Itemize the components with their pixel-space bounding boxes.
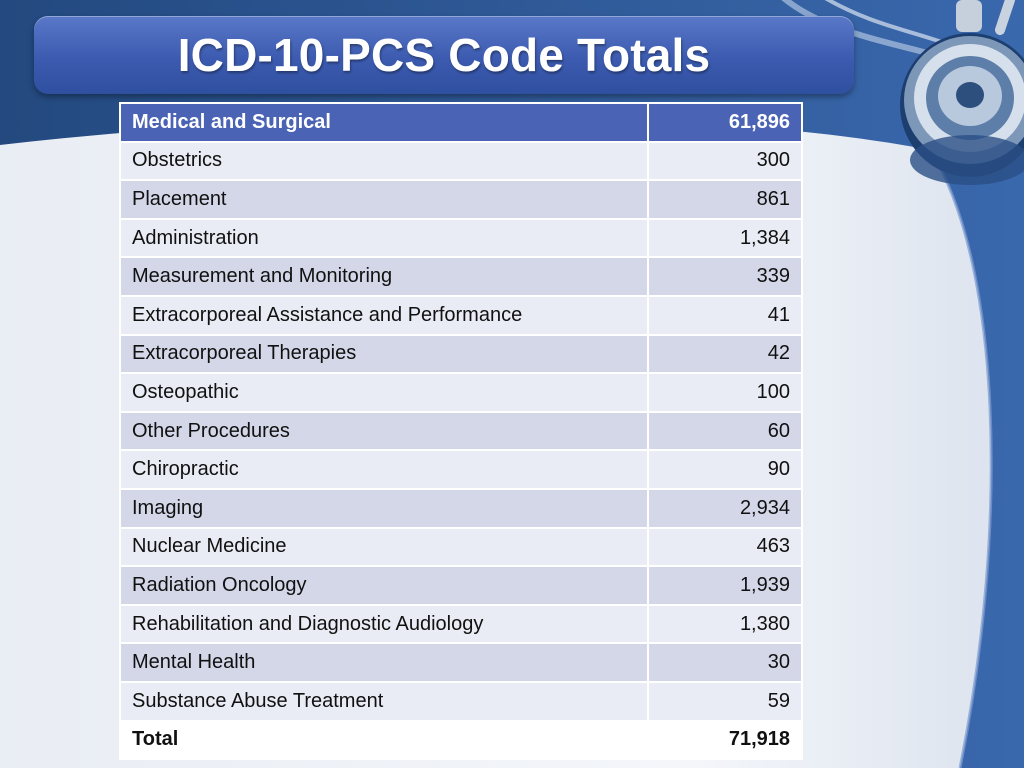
table-row: Substance Abuse Treatment 59 [118,680,803,722]
table-header-row: Medical and Surgical 61,896 [118,102,803,143]
count-cell: 1,384 [647,217,803,259]
section-cell: Chiropractic [118,449,650,490]
table-row: Chiropractic 90 [118,449,803,490]
section-cell: Obstetrics [118,140,650,182]
table-row: Obstetrics 300 [118,140,803,182]
section-cell: Extracorporeal Therapies [118,333,650,375]
total-count-cell: 71,918 [647,719,803,761]
count-cell: 100 [647,372,803,413]
section-cell: Administration [118,217,650,259]
section-cell: Mental Health [118,642,650,683]
count-cell: 1,380 [647,603,803,645]
table-row: Other Procedures 60 [118,410,803,452]
table-row: Extracorporeal Therapies 42 [118,333,803,375]
section-cell: Radiation Oncology [118,565,650,606]
total-label-cell: Total [118,719,650,761]
table-row: Rehabilitation and Diagnostic Audiology … [118,603,803,645]
count-cell: 41 [647,294,803,336]
table-row: Imaging 2,934 [118,487,803,529]
section-cell: Other Procedures [118,410,650,452]
count-cell: 2,934 [647,487,803,529]
table-row: Administration 1,384 [118,217,803,259]
code-totals-table: Medical and Surgical 61,896 Obstetrics 3… [118,102,803,761]
section-cell: Placement [118,179,650,220]
count-cell: 90 [647,449,803,490]
table-row: Placement 861 [118,179,803,220]
section-cell: Extracorporeal Assistance and Performanc… [118,294,650,336]
slide-title: ICD-10-PCS Code Totals [177,29,711,81]
table-row: Radiation Oncology 1,939 [118,565,803,606]
header-section-cell: Medical and Surgical [118,102,650,143]
count-cell: 339 [647,256,803,297]
header-count-cell: 61,896 [647,102,803,143]
section-cell: Nuclear Medicine [118,526,650,568]
table-row: Extracorporeal Assistance and Performanc… [118,294,803,336]
count-cell: 861 [647,179,803,220]
table-row: Nuclear Medicine 463 [118,526,803,568]
count-cell: 463 [647,526,803,568]
section-cell: Substance Abuse Treatment [118,680,650,722]
section-cell: Osteopathic [118,372,650,413]
table-row: Osteopathic 100 [118,372,803,413]
section-cell: Measurement and Monitoring [118,256,650,297]
section-cell: Rehabilitation and Diagnostic Audiology [118,603,650,645]
title-banner: ICD-10-PCS Code Totals [34,16,854,94]
table-total-row: Total 71,918 [118,719,803,761]
stethoscope-image [781,0,1024,185]
count-cell: 42 [647,333,803,375]
count-cell: 1,939 [647,565,803,606]
section-cell: Imaging [118,487,650,529]
table-row: Mental Health 30 [118,642,803,683]
count-cell: 30 [647,642,803,683]
count-cell: 300 [647,140,803,182]
count-cell: 59 [647,680,803,722]
count-cell: 60 [647,410,803,452]
table-row: Measurement and Monitoring 339 [118,256,803,297]
